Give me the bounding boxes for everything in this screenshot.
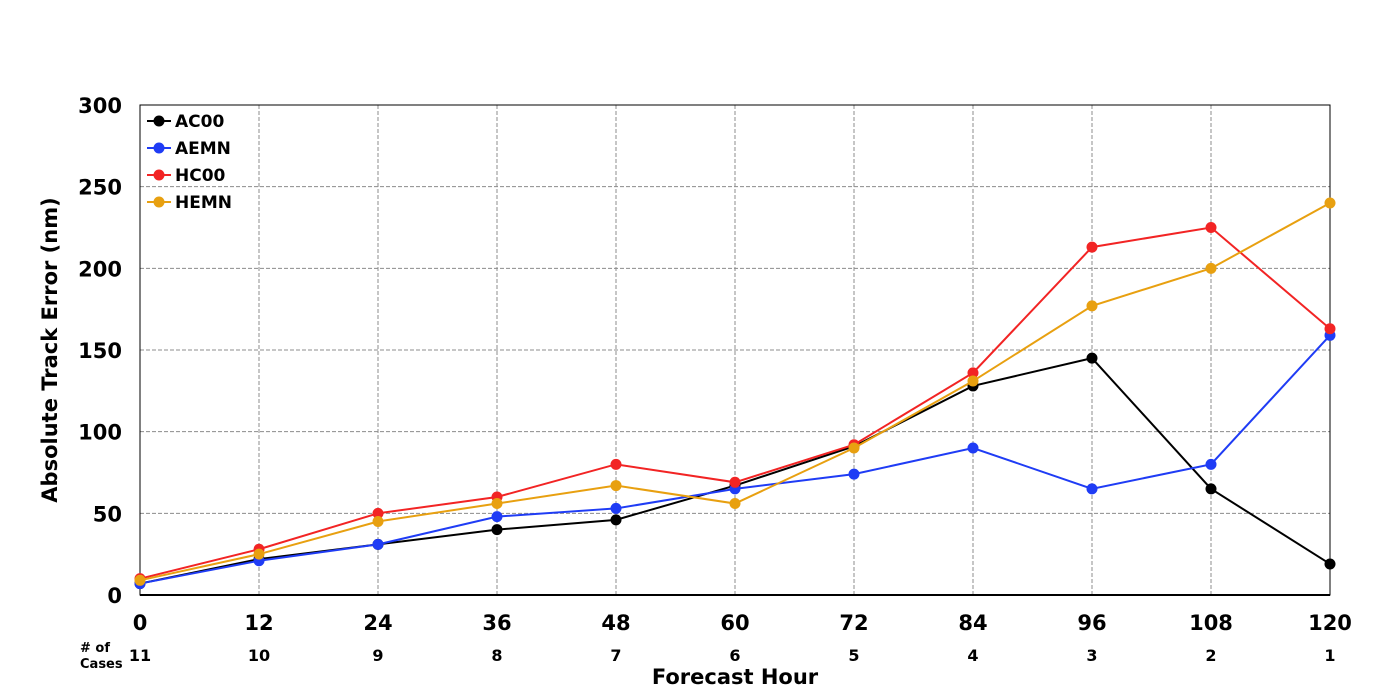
data-point-ac00	[1086, 352, 1098, 364]
case-count-label: 4	[967, 646, 978, 665]
data-point-ac00	[1205, 483, 1217, 495]
y-tick-label: 50	[93, 502, 122, 526]
data-point-hemn	[1086, 300, 1098, 312]
x-tick-label: 36	[482, 611, 511, 635]
legend-label: HEMN	[175, 193, 232, 213]
legend-item-hemn: HEMN	[147, 193, 232, 213]
data-point-aemn	[967, 442, 979, 454]
legend-label: AEMN	[175, 139, 231, 159]
legend-marker	[153, 142, 165, 154]
x-tick-label: 0	[133, 611, 148, 635]
data-point-hemn	[967, 375, 979, 387]
legend-item-aemn: AEMN	[147, 139, 231, 159]
y-tick-label: 0	[107, 584, 122, 608]
data-point-hemn	[729, 498, 741, 510]
data-point-hemn	[134, 574, 146, 586]
data-point-hemn	[1205, 262, 1217, 274]
y-tick-label: 150	[78, 339, 122, 363]
data-point-hc00	[1086, 241, 1098, 253]
data-point-hemn	[372, 516, 384, 527]
legend-marker	[153, 196, 165, 208]
legend-label: AC00	[175, 112, 224, 132]
cases-label-line2: Cases	[80, 657, 123, 672]
data-point-hc00	[1205, 222, 1217, 233]
legend-label: HC00	[175, 166, 226, 186]
y-tick-label: 200	[78, 257, 122, 281]
x-tick-label: 24	[363, 611, 392, 635]
legend-marker	[153, 169, 165, 181]
x-tick-label: 48	[601, 611, 630, 635]
data-point-aemn	[491, 511, 503, 523]
case-count-label: 3	[1086, 646, 1097, 665]
case-count-label: 10	[248, 646, 270, 665]
data-point-hc00	[372, 507, 384, 519]
x-tick-label: 60	[720, 611, 749, 635]
case-count-label: 2	[1205, 646, 1216, 665]
axes: 0501001502002503000111210249368487606725…	[78, 94, 1352, 665]
x-tick-label: 12	[244, 611, 273, 635]
data-point-hc00	[610, 458, 622, 470]
data-point-hemn	[491, 498, 503, 510]
series-layer	[134, 197, 1336, 590]
y-tick-label: 250	[78, 176, 122, 200]
series-aemn	[134, 329, 1336, 590]
case-count-label: 5	[848, 646, 859, 665]
x-axis-title: Forecast Hour	[652, 665, 819, 689]
data-point-aemn	[848, 468, 860, 480]
data-point-ac00	[491, 524, 503, 536]
x-tick-label: 108	[1189, 611, 1233, 635]
data-point-hc00	[1324, 323, 1336, 335]
case-count-label: 9	[372, 646, 383, 665]
series-hemn	[134, 197, 1336, 586]
case-count-label: 1	[1324, 646, 1335, 665]
x-tick-label: 84	[958, 611, 987, 635]
case-count-label: 8	[491, 646, 502, 665]
data-point-hemn	[610, 480, 622, 492]
data-point-ac00	[1324, 558, 1336, 570]
data-point-hemn	[253, 548, 265, 560]
data-point-hc00	[967, 367, 979, 379]
data-point-aemn	[1086, 483, 1098, 495]
legend: AC00 AEMN HC00 HEMN	[147, 112, 232, 213]
data-point-hc00	[729, 476, 741, 488]
y-axis-title: Absolute Track Error (nm)	[38, 197, 62, 502]
legend-item-ac00: AC00	[147, 112, 224, 132]
x-tick-label: 120	[1308, 611, 1352, 635]
data-point-hemn	[848, 442, 860, 454]
y-tick-label: 300	[78, 94, 122, 118]
case-count-label: 11	[129, 646, 151, 665]
data-point-aemn	[372, 538, 384, 550]
legend-marker	[153, 115, 165, 127]
series-line-hemn	[139, 202, 1331, 582]
grid	[140, 105, 1330, 595]
data-point-ac00	[610, 514, 622, 526]
cases-label-line1: # of	[80, 641, 110, 656]
data-point-hemn	[1324, 197, 1336, 209]
x-tick-label: 72	[839, 611, 868, 635]
data-point-aemn	[1205, 458, 1217, 470]
x-tick-label: 96	[1077, 611, 1106, 635]
data-point-aemn	[610, 502, 622, 514]
legend-item-hc00: HC00	[147, 166, 226, 186]
case-count-label: 7	[610, 646, 621, 665]
y-tick-label: 100	[78, 421, 122, 445]
case-count-label: 6	[729, 646, 740, 665]
